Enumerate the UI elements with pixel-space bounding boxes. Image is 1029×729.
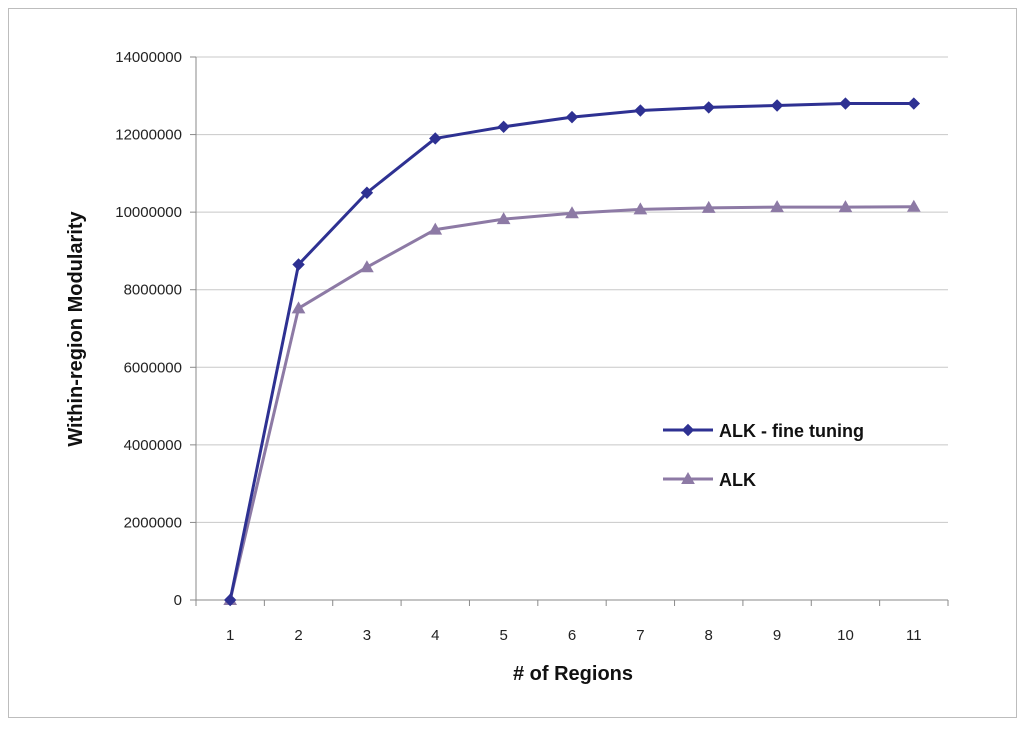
data-point [906, 199, 921, 212]
data-point [428, 222, 443, 235]
data-point [701, 200, 716, 213]
series-line [228, 205, 914, 601]
x-tick-label: 8 [705, 627, 713, 644]
data-point [839, 97, 852, 110]
axes [190, 56, 949, 606]
x-tick-label: 7 [636, 627, 644, 644]
x-tick-label: 2 [294, 627, 302, 644]
y-tick-label: 12000000 [115, 127, 182, 144]
data-point [360, 186, 374, 199]
y-tick-label: 2000000 [124, 514, 182, 531]
x-tick-label: 5 [499, 627, 507, 644]
legend-label: ALK - fine tuning [719, 421, 864, 441]
series-layer [223, 97, 921, 607]
y-tick-label: 10000000 [115, 204, 182, 221]
data-point [292, 258, 305, 271]
x-axis-title: # of Regions [513, 663, 633, 685]
data-point [770, 200, 784, 213]
data-point [429, 132, 442, 145]
legend-marker [681, 423, 695, 437]
series-line [228, 102, 914, 601]
data-point [565, 110, 579, 124]
x-tick-label: 9 [773, 627, 781, 644]
data-point [565, 206, 579, 219]
x-tick-label: 11 [906, 627, 922, 644]
series-2 [223, 199, 921, 605]
gridlines [196, 56, 948, 523]
legend: ALK - fine tuning ALK [663, 421, 864, 490]
x-tick-label: 1 [226, 627, 234, 644]
data-point [770, 99, 784, 112]
legend-label: ALK [719, 470, 756, 490]
x-tick-label: 4 [431, 627, 439, 644]
data-point [702, 101, 715, 114]
data-point [633, 202, 648, 215]
x-tick-label: 10 [837, 627, 854, 644]
y-tick-labels: 0 2000000 4000000 6000000 8000000 10000000 120… [115, 49, 182, 609]
data-point [497, 120, 510, 134]
data-point [838, 200, 853, 213]
y-tick-label: 0 [174, 592, 182, 609]
y-tick-label: 8000000 [124, 282, 182, 299]
x-tick-label: 6 [568, 627, 576, 644]
data-point [360, 260, 374, 273]
series-1 [223, 97, 921, 607]
y-tick-label: 14000000 [115, 49, 182, 66]
y-tick-label: 4000000 [124, 437, 182, 454]
y-tick-label: 6000000 [124, 359, 182, 376]
legend-marker [681, 471, 695, 484]
x-tick-label: 3 [363, 627, 371, 644]
y-axis-title: Within-region Modularity [65, 210, 87, 446]
data-point [634, 104, 647, 117]
x-tick-labels: 1 2 3 4 5 6 7 8 9 10 11 [226, 627, 922, 644]
data-point [907, 97, 921, 110]
data-point [291, 301, 306, 314]
data-point [496, 212, 511, 225]
data-point [223, 593, 237, 607]
